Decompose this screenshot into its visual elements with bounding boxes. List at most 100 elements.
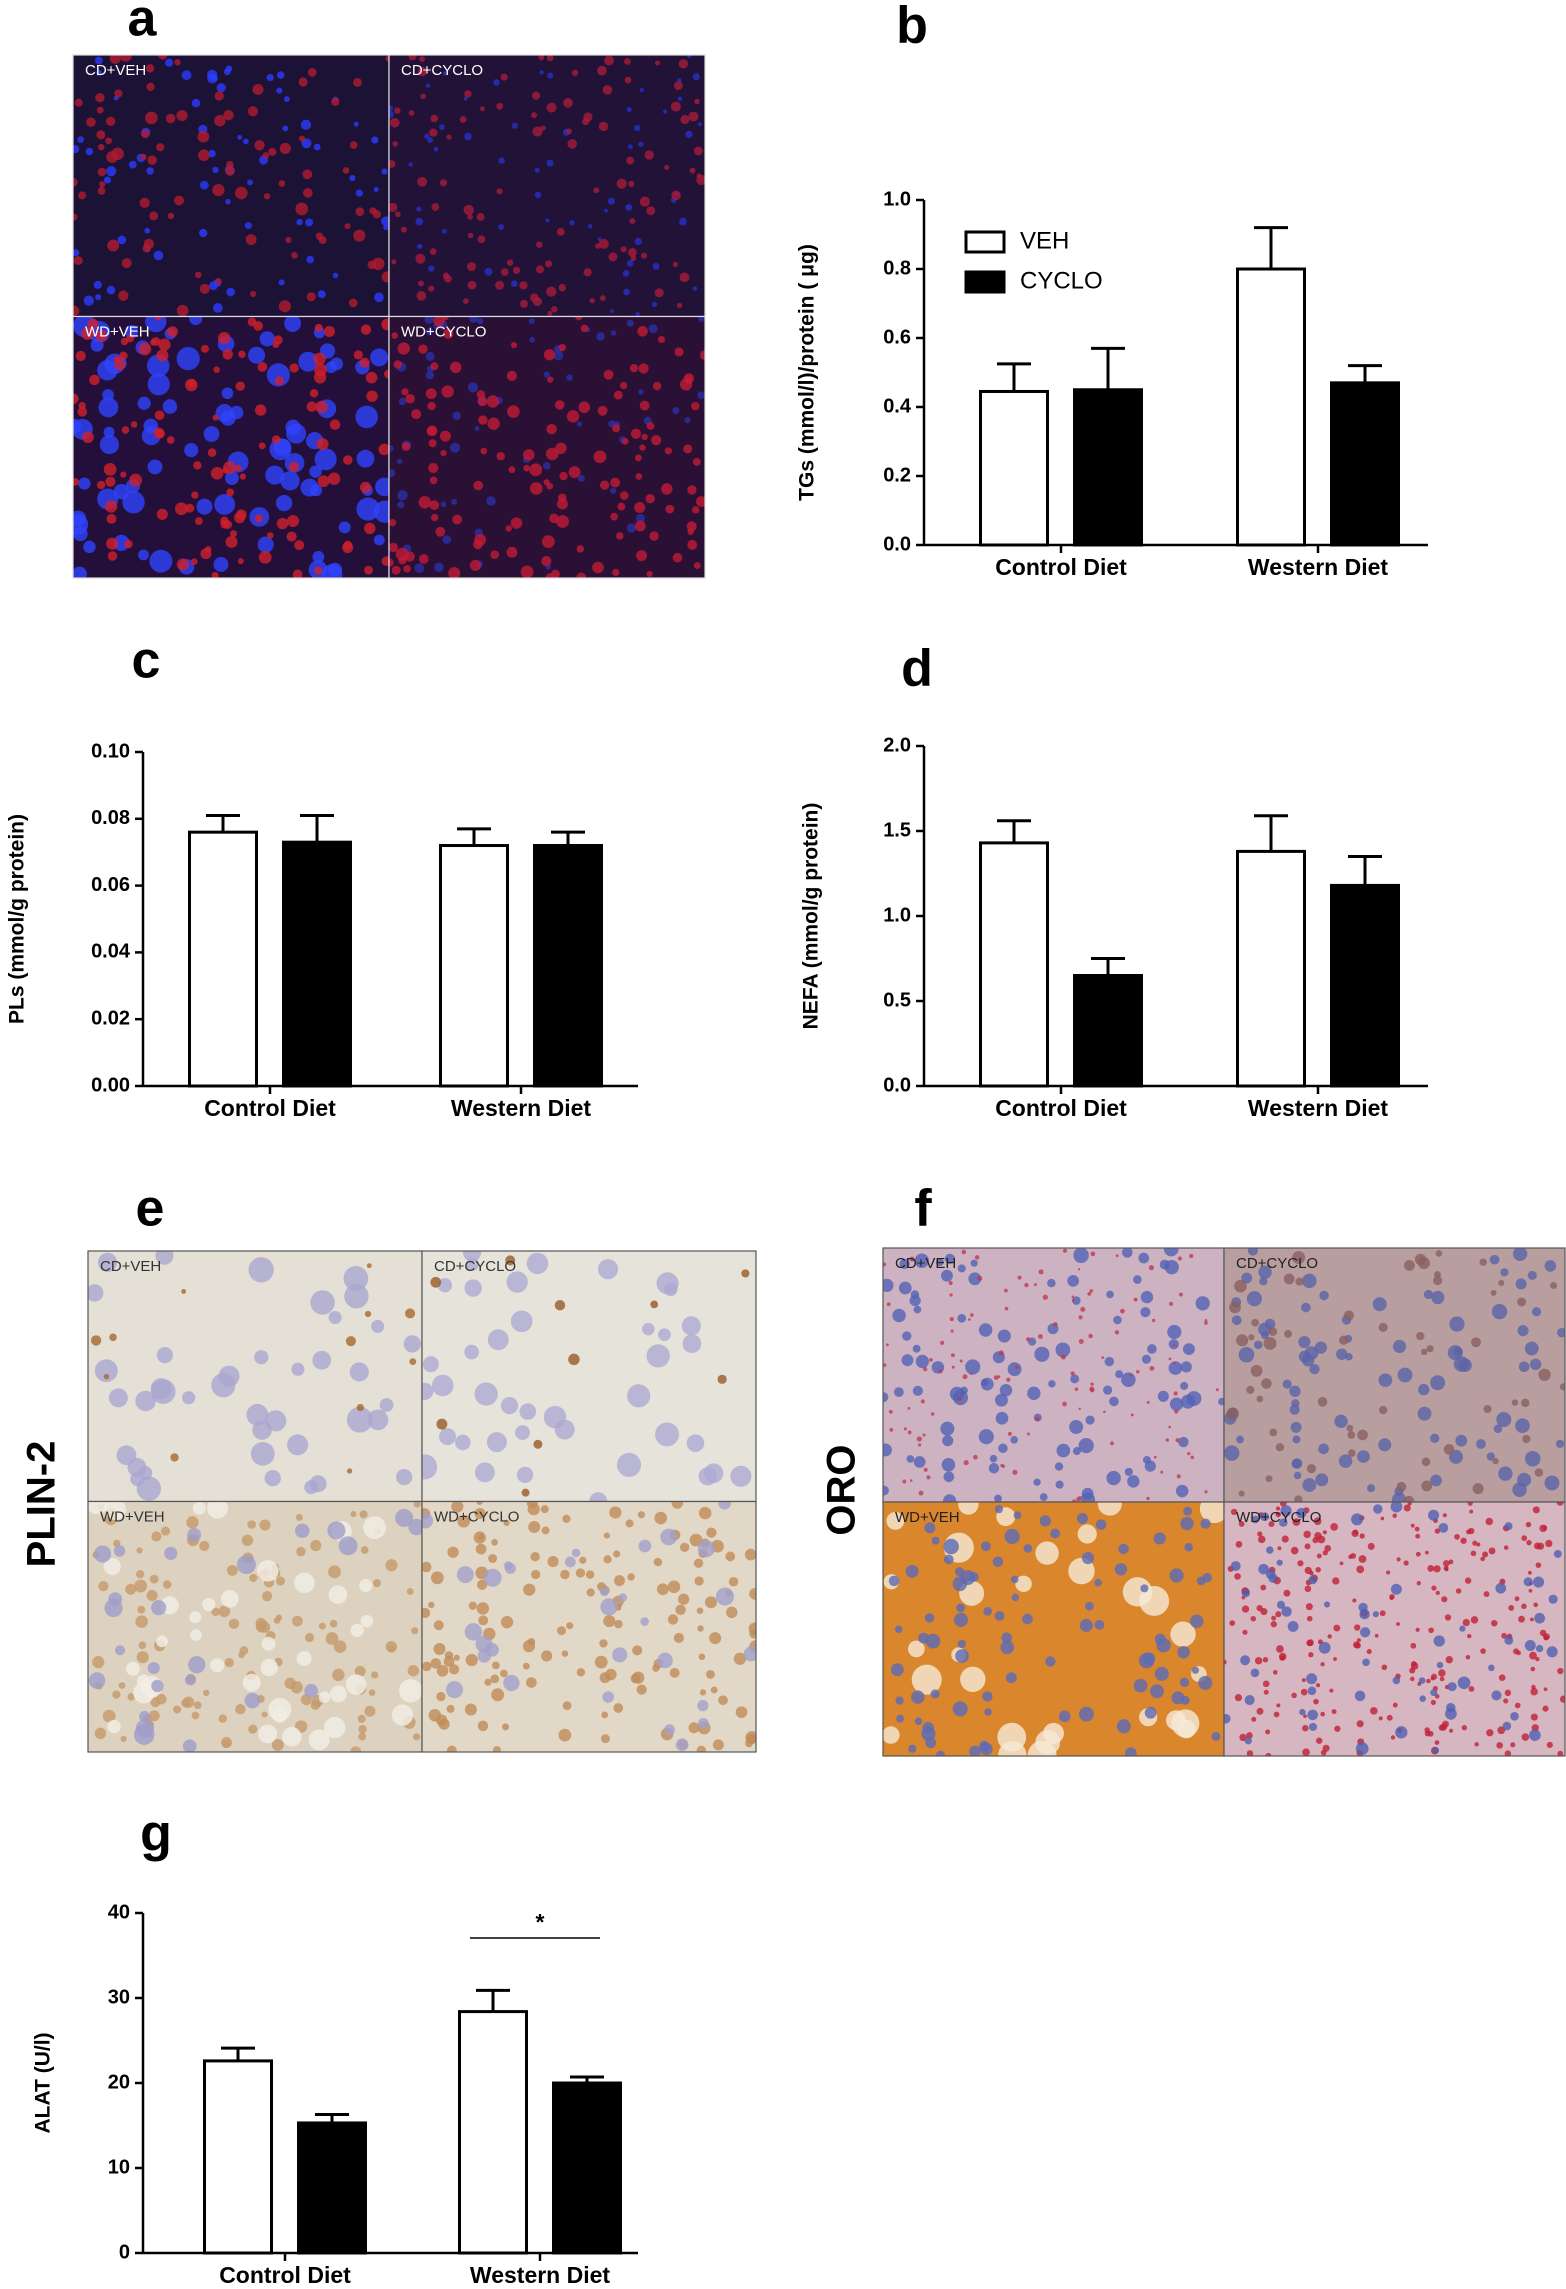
cell xyxy=(980,1377,994,1391)
cell xyxy=(1170,1621,1196,1647)
cell xyxy=(146,1589,158,1601)
cell xyxy=(545,260,553,268)
cell xyxy=(422,1561,432,1573)
cell xyxy=(237,558,244,565)
cell xyxy=(1253,1340,1263,1350)
cell xyxy=(1230,1508,1238,1516)
cell xyxy=(441,385,454,398)
cell xyxy=(1178,1436,1189,1448)
cell xyxy=(247,106,258,117)
panel-letter: c xyxy=(132,632,161,690)
cell xyxy=(88,1501,108,1515)
cell xyxy=(1070,1371,1075,1376)
cell xyxy=(235,381,245,391)
cell xyxy=(191,1711,200,1720)
micrograph-bg xyxy=(883,1248,1224,1502)
cell xyxy=(95,294,102,301)
cell xyxy=(744,1548,756,1561)
cell xyxy=(1447,1682,1457,1692)
cell xyxy=(278,180,286,187)
cell xyxy=(474,1462,495,1483)
cell xyxy=(595,243,601,249)
cell xyxy=(1351,1513,1364,1526)
cell xyxy=(1289,1385,1301,1397)
cell xyxy=(624,76,632,84)
cell xyxy=(1443,1444,1455,1455)
cell xyxy=(294,540,305,551)
cell xyxy=(248,1257,274,1283)
cell xyxy=(1261,1378,1272,1389)
cell xyxy=(1370,1707,1378,1715)
cell xyxy=(107,239,120,252)
cell xyxy=(520,565,534,578)
cell xyxy=(273,335,283,345)
cell xyxy=(111,147,124,161)
cell xyxy=(1367,1484,1376,1493)
cell xyxy=(298,351,319,372)
cell xyxy=(397,501,405,509)
cell xyxy=(115,1645,126,1656)
cell xyxy=(276,517,289,530)
cell xyxy=(1001,1632,1013,1644)
cell xyxy=(1504,1750,1512,1756)
cell xyxy=(1318,1641,1331,1654)
cell xyxy=(576,572,587,578)
cell xyxy=(696,1745,707,1752)
cell xyxy=(162,1580,172,1589)
cell xyxy=(467,262,476,272)
micrograph xyxy=(72,54,390,318)
cell xyxy=(477,1720,489,1732)
cell xyxy=(1172,1344,1176,1347)
cell xyxy=(1183,1506,1193,1516)
cell xyxy=(576,545,585,553)
cell xyxy=(1235,1540,1243,1548)
cell xyxy=(526,1677,537,1688)
cell xyxy=(543,479,550,486)
cell xyxy=(338,521,351,534)
cell xyxy=(1236,1334,1249,1347)
cell xyxy=(395,1508,414,1527)
micrograph xyxy=(87,1500,423,1753)
cell xyxy=(1306,1463,1317,1474)
cell xyxy=(984,1708,992,1716)
cell xyxy=(429,476,438,485)
y-tick-label: 0 xyxy=(119,2241,130,2263)
cell xyxy=(1471,1337,1481,1348)
cell xyxy=(1490,1289,1497,1296)
cell xyxy=(916,1436,922,1442)
cell xyxy=(1453,1347,1463,1357)
cell xyxy=(98,397,119,418)
cell xyxy=(164,58,174,67)
cell xyxy=(592,561,604,574)
cell xyxy=(527,1637,536,1646)
cell xyxy=(901,1354,914,1367)
cell xyxy=(248,1724,258,1734)
cell xyxy=(1157,1390,1169,1402)
cell xyxy=(1038,1334,1043,1339)
cell xyxy=(257,1560,279,1582)
cell xyxy=(223,68,231,76)
cell xyxy=(1315,1473,1329,1487)
cell xyxy=(1357,1429,1368,1441)
cell xyxy=(1191,1666,1200,1674)
cell xyxy=(585,1570,595,1579)
cell xyxy=(1501,1632,1507,1639)
cell xyxy=(480,447,488,455)
cell xyxy=(1304,1585,1312,1593)
cell xyxy=(960,1386,968,1395)
cell xyxy=(1386,1714,1393,1721)
cell xyxy=(1523,1577,1533,1587)
cell xyxy=(1062,1401,1067,1407)
cell xyxy=(1534,1612,1546,1624)
cell xyxy=(135,1390,156,1412)
cell xyxy=(405,393,415,404)
x-tick-label: Control Diet xyxy=(204,1095,336,1121)
cell xyxy=(1434,1528,1441,1534)
cell xyxy=(221,1739,231,1748)
y-tick-label: 0.5 xyxy=(883,989,911,1011)
cell xyxy=(259,331,275,347)
cell xyxy=(911,1664,942,1695)
cell xyxy=(1435,1590,1440,1596)
cell xyxy=(630,255,637,262)
cell xyxy=(902,1479,907,1484)
